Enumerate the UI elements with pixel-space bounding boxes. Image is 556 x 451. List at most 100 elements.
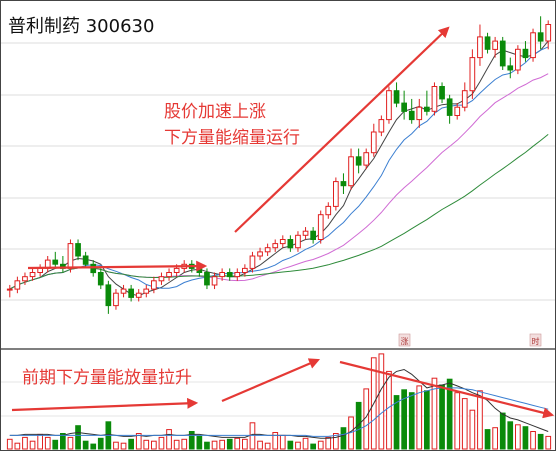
candle-body bbox=[257, 251, 263, 257]
candle bbox=[302, 227, 309, 240]
volume-bar bbox=[401, 389, 407, 450]
volume-bar bbox=[393, 395, 400, 450]
volume-bar bbox=[143, 439, 150, 450]
candle-body bbox=[386, 90, 392, 121]
candle bbox=[287, 235, 294, 252]
volume-bar bbox=[22, 436, 28, 450]
volume-bar bbox=[499, 412, 506, 450]
candle-body bbox=[370, 131, 377, 154]
candle-body bbox=[272, 243, 279, 249]
candle-body bbox=[363, 152, 370, 166]
volume-bar bbox=[515, 424, 521, 450]
candle bbox=[386, 86, 392, 124]
volume-bar bbox=[424, 390, 430, 450]
candle bbox=[469, 49, 476, 99]
volume-bar bbox=[211, 440, 218, 450]
candle bbox=[393, 82, 400, 108]
candle bbox=[507, 57, 514, 79]
candlestick-series bbox=[6, 16, 552, 314]
candle-body bbox=[166, 272, 172, 278]
candle-body bbox=[128, 288, 135, 298]
volume-bar bbox=[6, 438, 13, 450]
candle-body bbox=[75, 243, 81, 257]
uptrend-price-arrow bbox=[234, 26, 450, 233]
candle bbox=[363, 148, 370, 170]
volume-bar bbox=[158, 436, 165, 450]
volume-bar bbox=[507, 421, 514, 450]
volume-bar bbox=[446, 378, 453, 450]
volume-bar bbox=[355, 401, 362, 450]
volume-bar bbox=[484, 429, 491, 450]
volume-bar bbox=[378, 353, 385, 450]
volume-bar bbox=[279, 434, 286, 450]
candle bbox=[105, 280, 112, 314]
event-marker-1: 涨 bbox=[398, 333, 411, 347]
volume-bar bbox=[219, 439, 226, 450]
candle bbox=[219, 268, 226, 281]
candle-body bbox=[515, 48, 521, 71]
volume-bar bbox=[302, 437, 309, 450]
candle-body bbox=[151, 280, 157, 290]
chart-title: 普利制药 300630 bbox=[8, 16, 154, 37]
candle-body bbox=[355, 156, 362, 166]
candle bbox=[484, 32, 491, 54]
candle-body bbox=[507, 65, 514, 71]
candle-body bbox=[317, 214, 324, 240]
candle bbox=[431, 82, 438, 116]
candle-body bbox=[6, 288, 13, 291]
candle bbox=[90, 260, 97, 277]
price-annotation-line-2: 下方量能缩量运行 bbox=[164, 128, 300, 148]
volume-bar bbox=[113, 441, 119, 450]
volume-annotation: 前期下方量能放量拉升 bbox=[22, 368, 192, 388]
volume-bar bbox=[333, 433, 339, 450]
sideways-price-arrow bbox=[27, 260, 208, 272]
candle bbox=[211, 272, 218, 290]
candle-body bbox=[173, 267, 180, 273]
candle-body bbox=[431, 86, 438, 112]
candle bbox=[370, 123, 377, 157]
event-marker-1-label: 涨 bbox=[401, 336, 409, 346]
candle-body bbox=[226, 272, 233, 278]
candle bbox=[439, 82, 445, 104]
volume-bar bbox=[60, 433, 66, 450]
volume-bar bbox=[226, 438, 233, 450]
candle-body bbox=[439, 86, 445, 100]
volume-bar bbox=[408, 392, 415, 450]
volume-bar bbox=[477, 390, 483, 450]
candle bbox=[226, 268, 233, 281]
candle-body bbox=[348, 156, 354, 187]
volume-bar bbox=[537, 433, 544, 450]
candle-body bbox=[242, 267, 248, 273]
price-annotation-line-1: 股价加速上涨 bbox=[164, 102, 266, 122]
volume-bar bbox=[173, 439, 180, 450]
candle-body bbox=[401, 102, 407, 112]
candle-body bbox=[158, 276, 165, 282]
candle bbox=[499, 36, 506, 70]
candle bbox=[135, 289, 142, 302]
candle-body bbox=[454, 106, 461, 116]
ma10-line bbox=[9, 46, 549, 290]
volume-bar bbox=[120, 442, 127, 450]
volume-bar bbox=[166, 429, 172, 450]
candle-body bbox=[522, 48, 529, 59]
volume-bar bbox=[469, 409, 476, 450]
candle bbox=[355, 148, 362, 174]
volume-bar bbox=[181, 438, 188, 450]
volume-bar bbox=[340, 427, 347, 450]
candle bbox=[446, 94, 453, 124]
candle-body bbox=[537, 32, 544, 42]
candle-body bbox=[416, 106, 423, 121]
candle-body bbox=[97, 272, 104, 286]
candle bbox=[416, 98, 423, 128]
candle-body bbox=[461, 90, 468, 108]
ma40-line bbox=[9, 134, 549, 290]
candle bbox=[477, 24, 483, 66]
candle-body bbox=[234, 272, 241, 278]
candle-body bbox=[469, 57, 476, 92]
volume-bar bbox=[29, 440, 36, 450]
candle-body bbox=[90, 263, 97, 274]
candle bbox=[82, 251, 89, 269]
candle-body bbox=[477, 36, 483, 59]
volume-bar bbox=[135, 433, 142, 450]
volume-bar bbox=[416, 385, 423, 450]
